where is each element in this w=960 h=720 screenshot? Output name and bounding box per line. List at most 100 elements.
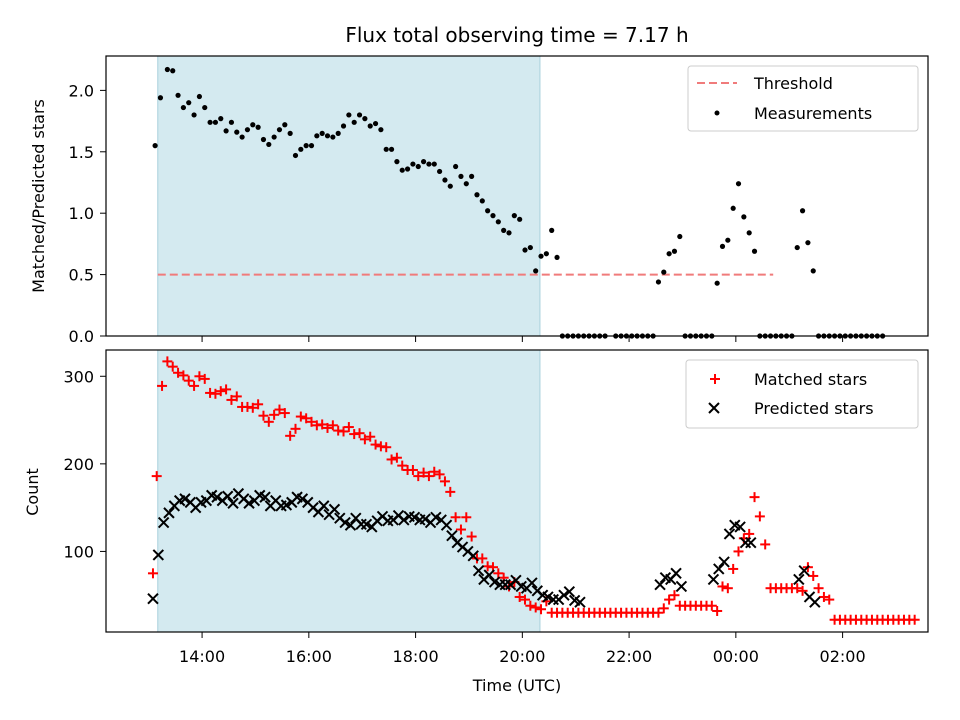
matched-star-point bbox=[157, 380, 168, 391]
matched-star-point bbox=[429, 466, 440, 477]
top-x-ticks bbox=[201, 336, 844, 342]
matched-star-point bbox=[797, 585, 808, 596]
predicted-star-point bbox=[718, 556, 730, 568]
predicted-star-point bbox=[654, 579, 666, 591]
bottom-y-axis-label: Count bbox=[23, 468, 42, 516]
matched-star-point bbox=[274, 404, 285, 415]
bottom-y-tick-label: 200 bbox=[63, 455, 94, 474]
matched-star-point bbox=[514, 591, 525, 602]
measurement-point bbox=[180, 104, 186, 111]
measurement-point bbox=[730, 205, 736, 211]
measurement-point bbox=[527, 244, 533, 251]
measurement-point bbox=[442, 177, 448, 183]
x-tick-label: 00:00 bbox=[713, 647, 759, 666]
predicted-star-point bbox=[526, 577, 538, 589]
measurement-point bbox=[655, 279, 662, 285]
matched-star-point bbox=[215, 386, 226, 397]
predicted-star-point bbox=[675, 580, 688, 593]
measurement-point bbox=[362, 116, 368, 122]
measurement-point bbox=[751, 248, 758, 254]
matched-star-point bbox=[167, 361, 178, 372]
measurement-point bbox=[356, 112, 363, 118]
legend-matched-label: Matched stars bbox=[754, 370, 867, 389]
measurement-point bbox=[351, 119, 357, 125]
measurement-point bbox=[223, 128, 229, 134]
measurement-point bbox=[260, 136, 267, 143]
top-y-tick-label: 2.0 bbox=[69, 81, 94, 100]
legend-threshold-label: Threshold bbox=[753, 74, 833, 93]
measurement-point bbox=[437, 168, 443, 175]
measurement-point bbox=[250, 122, 256, 128]
matched-star-point bbox=[359, 434, 370, 445]
predicted-star-point bbox=[483, 569, 495, 581]
bottom-x-ticks: 14:00 16:00 18:00 20:00 22:00 00:00 02:00 bbox=[179, 632, 866, 666]
top-y-axis-label: Matched/Predicted stars bbox=[29, 99, 48, 293]
bottom-predicted-layer bbox=[147, 487, 821, 608]
measurement-point bbox=[479, 198, 485, 204]
bottom-matched-layer bbox=[147, 356, 920, 625]
measurement-point bbox=[276, 127, 283, 133]
matched-star-point bbox=[397, 460, 408, 471]
predicted-star-point bbox=[798, 564, 810, 577]
matched-star-point bbox=[434, 469, 445, 480]
measurement-point bbox=[207, 119, 213, 125]
matched-star-point bbox=[728, 563, 739, 574]
measurement-point bbox=[447, 183, 453, 189]
measurement-point bbox=[239, 134, 245, 140]
matched-star-point bbox=[343, 422, 354, 433]
matched-star-point bbox=[354, 428, 365, 439]
measurement-point bbox=[538, 253, 544, 259]
measurement-point bbox=[741, 214, 747, 220]
measurement-point bbox=[506, 230, 512, 236]
measurement-point bbox=[303, 143, 309, 149]
measurement-point bbox=[282, 122, 288, 128]
measurement-point bbox=[340, 123, 347, 129]
matched-star-point bbox=[189, 380, 200, 391]
top-axes-frame bbox=[105, 55, 929, 337]
predicted-star-point bbox=[344, 519, 357, 531]
matched-star-point bbox=[466, 531, 477, 542]
predicted-star-point bbox=[152, 549, 165, 561]
matched-star-point bbox=[370, 439, 381, 450]
matched-star-point bbox=[520, 594, 531, 605]
matched-star-point bbox=[317, 419, 328, 430]
measurement-point bbox=[415, 163, 421, 170]
predicted-star-point bbox=[296, 493, 309, 505]
measurement-point bbox=[485, 208, 491, 214]
top-y-tick-label: 0.5 bbox=[69, 266, 94, 285]
matched-star-point bbox=[536, 604, 547, 615]
matched-star-point bbox=[418, 467, 429, 478]
predicted-star-point bbox=[211, 491, 223, 503]
bottom-legend: Matched stars Predicted stars bbox=[685, 359, 919, 429]
bottom-y-ticks: 100 200 300 bbox=[63, 367, 106, 561]
measurement-point bbox=[431, 161, 437, 167]
matched-star-point bbox=[147, 568, 158, 579]
matched-star-point bbox=[760, 539, 771, 550]
measurement-point bbox=[191, 112, 197, 118]
measurement-point bbox=[458, 173, 464, 179]
predicted-star-point bbox=[318, 500, 330, 512]
measurement-point bbox=[335, 130, 341, 136]
measurement-point bbox=[549, 227, 555, 233]
measurement-point bbox=[554, 254, 560, 261]
top-y-tick-label: 1.0 bbox=[69, 204, 94, 223]
matched-star-point bbox=[717, 581, 728, 592]
matched-star-point bbox=[258, 410, 269, 421]
matched-star-point bbox=[381, 442, 392, 453]
measurement-point bbox=[522, 247, 528, 253]
matched-star-point bbox=[327, 420, 338, 431]
measurement-point bbox=[314, 133, 320, 139]
matched-star-point bbox=[221, 384, 232, 395]
predicted-star-point bbox=[179, 493, 191, 505]
predicted-star-point bbox=[221, 490, 234, 502]
predicted-star-point bbox=[472, 564, 485, 577]
matched-star-point bbox=[824, 594, 835, 605]
predicted-star-point bbox=[446, 529, 458, 542]
measurement-point bbox=[463, 181, 469, 187]
measurement-point bbox=[324, 133, 331, 139]
x-tick-label: 18:00 bbox=[393, 647, 439, 666]
matched-star-point bbox=[722, 583, 733, 594]
measurement-point bbox=[735, 181, 742, 187]
matched-star-point bbox=[530, 602, 541, 613]
